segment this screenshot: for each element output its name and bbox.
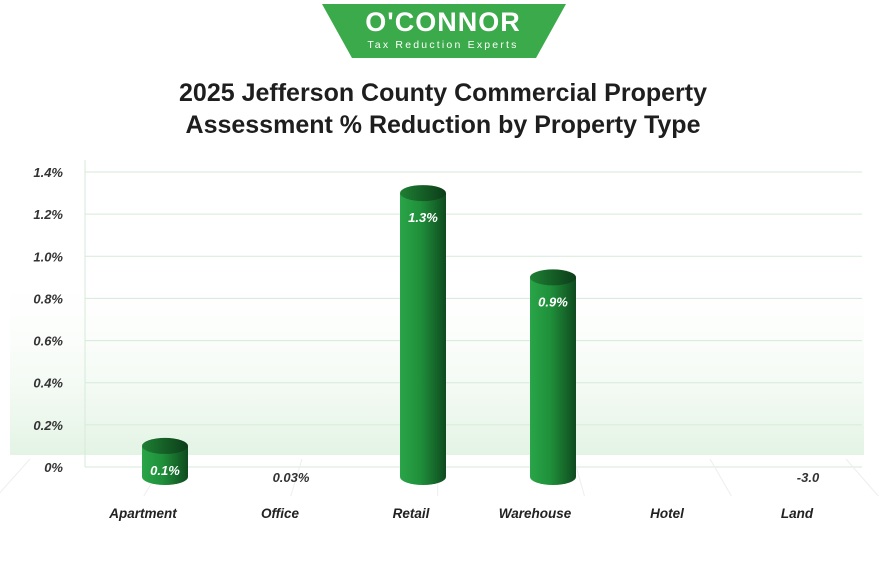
floor-line [845, 458, 879, 497]
y-tick-label: 0.8% [33, 291, 63, 306]
y-tick-label: 0.2% [33, 418, 63, 433]
bar-cap [530, 269, 576, 286]
x-tick-label: Apartment [108, 506, 177, 521]
y-tick-label: 1.0% [33, 249, 63, 264]
y-tick-label: 0.6% [33, 334, 63, 349]
data-label: 0.1% [150, 463, 180, 478]
x-tick-label: Office [261, 506, 300, 521]
floor-line [290, 458, 303, 497]
brand-logo: O'CONNOR Tax Reduction Experts [0, 0, 886, 60]
x-tick-label: Land [781, 506, 814, 521]
chart-title-line-1: 2025 Jefferson County Commercial Propert… [179, 79, 707, 107]
data-label: 0.03% [273, 470, 310, 485]
bar-apartment: 0.1% [142, 437, 188, 485]
floor-line [0, 458, 31, 494]
bar-retail: 1.3% [400, 185, 446, 486]
y-tick-label: 1.2% [33, 207, 63, 222]
data-label: 0.9% [538, 294, 568, 309]
brand-tagline: Tax Reduction Experts [367, 39, 519, 51]
x-tick-label: Warehouse [499, 506, 572, 521]
chart-title-line-2: Assessment % Reduction by Property Type [185, 111, 701, 139]
data-label: 1.3% [408, 210, 438, 225]
bar-cap [400, 185, 446, 202]
brand-name: O'CONNOR [365, 7, 521, 37]
floor-line [709, 458, 732, 497]
x-tick-label: Retail [393, 506, 430, 521]
bar-body [400, 193, 446, 486]
y-tick-label: 0% [44, 460, 63, 475]
y-tick-label: 1.4% [33, 165, 63, 180]
bar-cap [142, 437, 188, 454]
x-tick-label: Hotel [650, 506, 684, 521]
y-tick-label: 0.4% [33, 376, 63, 391]
logo-banner-shape [322, 4, 566, 58]
bar-body [142, 445, 188, 485]
bar-body [530, 277, 576, 485]
chart-title: 2025 Jefferson County Commercial Propert… [0, 77, 886, 141]
bar-warehouse: 0.9% [530, 269, 576, 485]
data-label: -3.0 [797, 470, 820, 485]
